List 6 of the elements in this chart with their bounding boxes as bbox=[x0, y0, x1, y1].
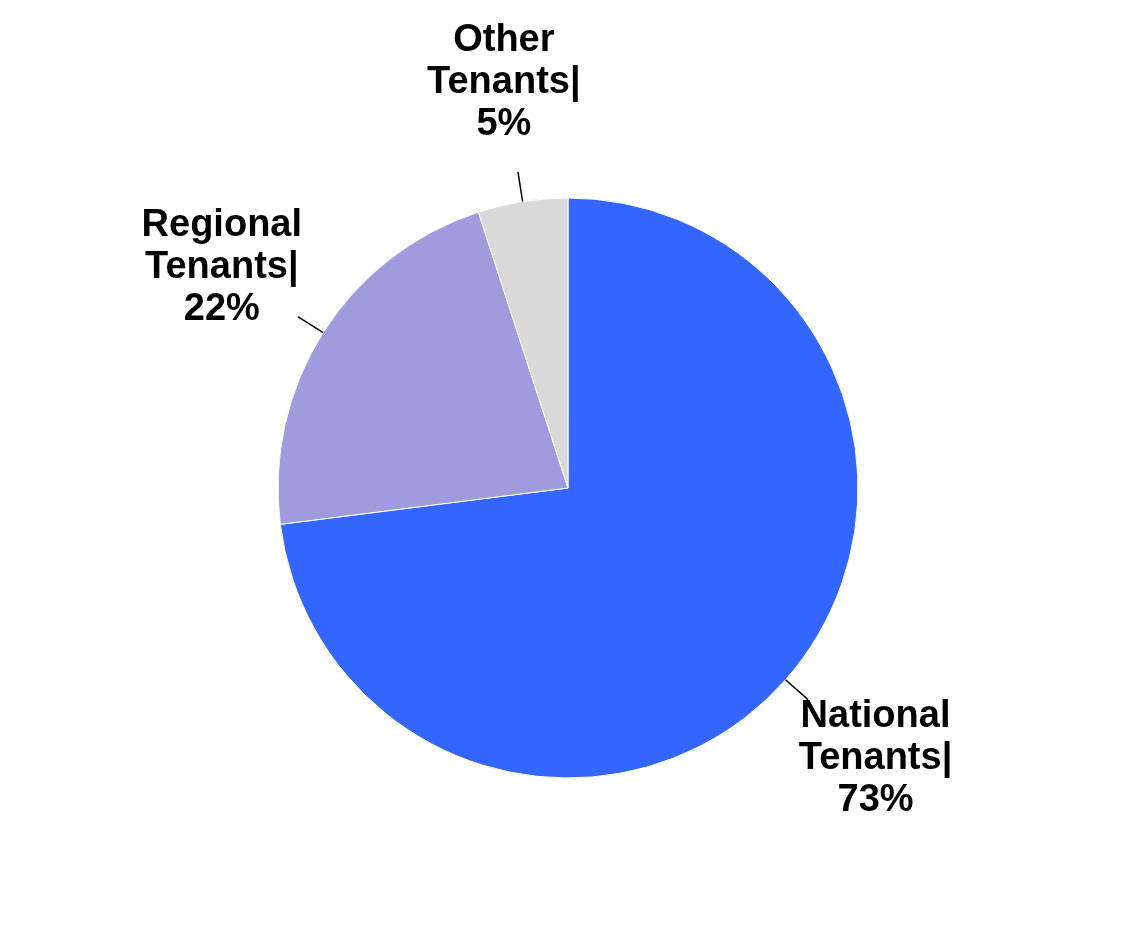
slice-label: Regional Tenants| bbox=[141, 202, 303, 288]
data-label: 73% bbox=[837, 777, 914, 820]
data-label: 5% bbox=[476, 101, 532, 144]
slice-label: Other Tenants| bbox=[427, 17, 581, 103]
data-label: 22% bbox=[183, 286, 260, 329]
slice-label: National Tenants| bbox=[798, 693, 953, 779]
